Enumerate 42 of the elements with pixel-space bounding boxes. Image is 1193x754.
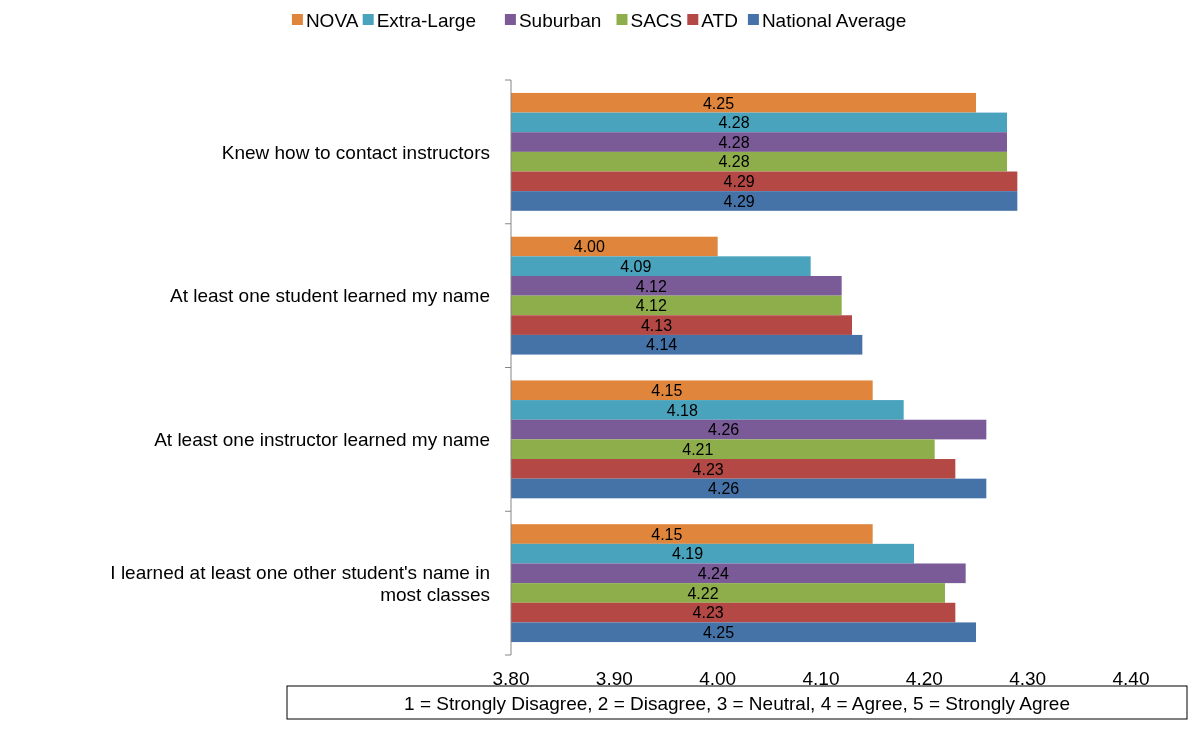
data-label: 4.28 xyxy=(718,133,750,151)
data-label: 4.09 xyxy=(620,257,652,275)
data-label: 4.12 xyxy=(635,277,668,295)
data-label: 4.21 xyxy=(682,440,714,458)
x-tick-label: 4.30 xyxy=(1009,668,1047,689)
x-tick-label: 4.00 xyxy=(699,668,737,689)
data-label: 4.19 xyxy=(671,545,704,563)
data-label: 4.24 xyxy=(697,565,730,583)
y-tick-label: At least one student learned my name xyxy=(169,285,490,307)
data-label: 4.23 xyxy=(692,460,724,478)
data-label: 4.26 xyxy=(708,421,740,439)
data-label: 4.28 xyxy=(718,153,750,171)
data-label: 4.13 xyxy=(640,316,673,334)
data-label: 4.25 xyxy=(702,624,735,641)
data-label: 4.14 xyxy=(646,336,678,354)
legend-label: ATD xyxy=(701,9,738,31)
legend-label: Extra-Large xyxy=(376,9,476,31)
data-label: 4.29 xyxy=(723,173,755,191)
legend-label: SACS xyxy=(630,9,683,31)
data-label: 4.12 xyxy=(635,297,668,315)
data-label: 4.00 xyxy=(573,238,606,256)
y-tick-label: At least one instructor learned my name xyxy=(154,429,490,451)
legend-label: National Average xyxy=(761,9,907,31)
x-tick-label: 4.40 xyxy=(1112,668,1150,689)
data-label: 4.25 xyxy=(702,94,735,112)
data-label: 4.18 xyxy=(666,401,699,419)
data-label: 4.29 xyxy=(723,192,755,210)
x-tick-label: 4.10 xyxy=(802,668,840,689)
x-tick-label: 4.20 xyxy=(905,668,943,689)
y-tick-label: I learned at least one other student's name in most classes xyxy=(110,561,490,605)
legend-label: Suburban xyxy=(518,9,602,31)
data-label: 4.15 xyxy=(651,382,683,400)
data-label: 4.22 xyxy=(687,584,719,602)
text: 1 = Strongly Disagree, 2 = Disagree, 3 = Neutral, 4 = Agree, 5 = Strongly Agree xyxy=(404,692,1070,714)
data-label: 4.15 xyxy=(651,525,683,543)
x-tick-label: 3.90 xyxy=(595,668,633,689)
x-tick-label: 3.80 xyxy=(492,668,530,689)
data-label: 4.23 xyxy=(692,604,724,622)
data-label: 4.28 xyxy=(718,114,750,132)
data-label: 4.26 xyxy=(708,480,740,498)
y-tick-label: Knew how to contact instructors xyxy=(221,141,490,163)
legend-label: NOVA xyxy=(305,9,359,31)
